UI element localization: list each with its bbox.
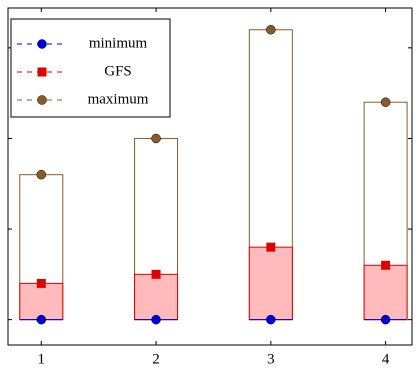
x-tick-label: 2 <box>152 351 160 367</box>
point-circle <box>380 314 391 325</box>
legend-marker <box>37 95 47 105</box>
point-circle <box>36 169 47 180</box>
legend-label: GFS <box>104 63 132 79</box>
range-bar-gfs <box>19 282 64 321</box>
plot-frame <box>7 7 413 346</box>
point-circle <box>266 314 276 325</box>
legend-label: minimum <box>89 35 148 51</box>
point-circle <box>151 133 161 144</box>
point-circle <box>36 314 47 325</box>
point-square <box>381 260 391 270</box>
x-tick-label: 3 <box>267 351 275 367</box>
range-bar-gfs <box>363 264 408 321</box>
point-square <box>36 278 46 288</box>
legend-marker <box>37 67 47 77</box>
point-circle <box>380 97 391 107</box>
legend-label: maximum <box>88 91 149 107</box>
point-circle <box>151 314 161 325</box>
x-tick-label: 1 <box>38 351 46 367</box>
point-square <box>151 269 161 279</box>
point-square <box>266 242 276 252</box>
legend-marker <box>37 39 47 49</box>
point-circle <box>266 24 276 35</box>
x-tick-label: 4 <box>382 351 390 367</box>
range-bar-gfs <box>134 273 179 321</box>
range-bar-gfs <box>248 246 293 321</box>
